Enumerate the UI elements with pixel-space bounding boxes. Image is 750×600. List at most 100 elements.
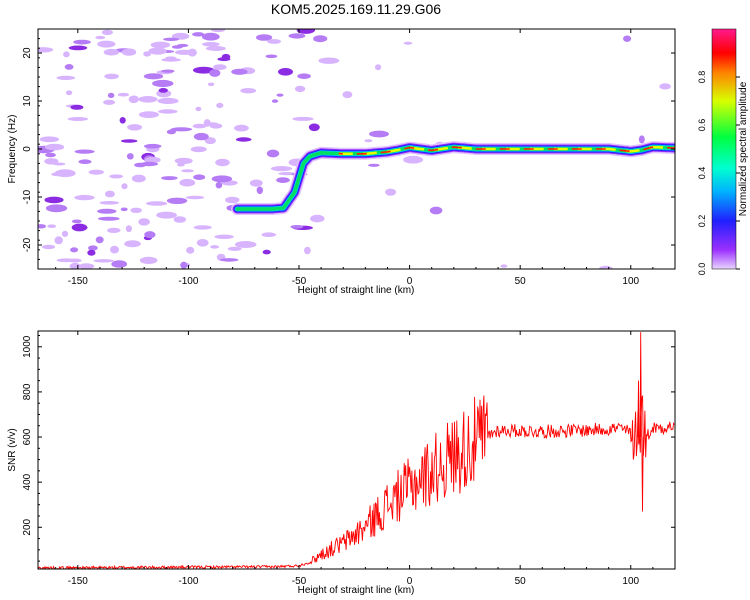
noise-blob bbox=[138, 96, 158, 103]
noise-blob bbox=[196, 239, 209, 247]
noise-blob bbox=[202, 42, 220, 47]
noise-blob bbox=[39, 136, 60, 143]
spectrogram-x-tick-label: -100 bbox=[178, 276, 198, 287]
noise-blob bbox=[143, 73, 164, 80]
noise-blob bbox=[271, 99, 279, 103]
noise-blob bbox=[45, 152, 56, 158]
noise-blob bbox=[130, 207, 142, 213]
snr-x-tick-label: -100 bbox=[178, 576, 198, 587]
noise-blob bbox=[63, 51, 70, 58]
noise-blob bbox=[308, 123, 320, 132]
page-title: KOM5.2025.169.11.29.G06 bbox=[270, 1, 442, 17]
spectrogram-y-tick-label: 10 bbox=[22, 95, 33, 107]
noise-blob bbox=[217, 57, 231, 62]
noise-blob bbox=[47, 224, 57, 228]
noise-blob bbox=[152, 79, 174, 88]
noise-blob bbox=[179, 178, 196, 187]
noise-blob bbox=[240, 88, 257, 94]
colorbar-tick-label: 0.4 bbox=[697, 167, 707, 180]
noise-blob bbox=[93, 259, 114, 263]
noise-blob bbox=[174, 49, 194, 55]
noise-blob bbox=[88, 169, 104, 175]
noise-blob bbox=[294, 85, 306, 93]
noise-blob bbox=[65, 90, 73, 96]
noise-blob bbox=[368, 163, 380, 167]
noise-blob bbox=[110, 245, 119, 254]
noise-blob bbox=[53, 162, 66, 166]
ridge-core-red bbox=[338, 146, 675, 155]
noise-blob bbox=[95, 35, 106, 40]
noise-blob bbox=[292, 116, 314, 121]
snr-x-tick-label: 50 bbox=[515, 576, 527, 587]
noise-blob bbox=[180, 261, 188, 269]
noise-blob bbox=[310, 214, 325, 223]
noise-blob bbox=[385, 188, 397, 196]
noise-blob bbox=[403, 155, 424, 164]
noise-blob bbox=[193, 132, 209, 141]
noise-blob bbox=[119, 117, 126, 124]
noise-blob bbox=[209, 69, 221, 77]
signal-ridge bbox=[231, 135, 675, 215]
noise-blob bbox=[44, 196, 64, 204]
noise-blob bbox=[156, 211, 177, 219]
snr-y-label: SNR (v/v) bbox=[7, 428, 18, 471]
noise-blob bbox=[38, 47, 54, 53]
colorbar-tick-label: 0.2 bbox=[697, 215, 707, 228]
noise-blob bbox=[120, 207, 128, 212]
noise-blob bbox=[304, 246, 311, 255]
noise-blob bbox=[139, 256, 158, 264]
colorbar: 0.0 0.2 0.4 0.6 0.8 Normalized spectral ampl… bbox=[697, 28, 749, 275]
noise-blob bbox=[97, 208, 117, 214]
noise-blob bbox=[107, 227, 121, 233]
noise-blob bbox=[143, 51, 152, 57]
noise-blob bbox=[131, 174, 146, 183]
noise-blob bbox=[125, 225, 132, 233]
noise-blob bbox=[193, 66, 215, 74]
noise-blob bbox=[265, 54, 278, 59]
noise-blob bbox=[61, 230, 69, 237]
noise-blob bbox=[144, 156, 161, 164]
noise-blob bbox=[214, 234, 234, 239]
noise-blob bbox=[227, 246, 242, 251]
noise-blob bbox=[88, 245, 98, 251]
ridge-hotspot bbox=[638, 135, 645, 144]
noise-blob bbox=[205, 46, 226, 51]
noise-blob bbox=[659, 83, 671, 90]
noise-blob bbox=[231, 68, 248, 75]
noise-blob bbox=[134, 162, 147, 168]
noise-blob bbox=[174, 157, 193, 165]
noise-blob bbox=[375, 64, 382, 71]
noise-blob bbox=[270, 166, 293, 172]
noise-blob bbox=[249, 179, 263, 187]
snr-y-tick-label: 600 bbox=[22, 428, 33, 445]
noise-blob bbox=[109, 174, 124, 179]
noise-blob bbox=[173, 216, 186, 223]
noise-blob bbox=[98, 216, 120, 221]
noise-blob bbox=[276, 93, 284, 97]
noise-blob bbox=[101, 29, 113, 36]
noise-blob bbox=[500, 264, 508, 268]
spectrogram-y-label: Frequency (Hz) bbox=[7, 115, 18, 184]
noise-blob bbox=[278, 68, 293, 76]
noise-blob bbox=[216, 102, 224, 109]
noise-blob bbox=[161, 176, 178, 181]
noise-blob bbox=[121, 48, 137, 56]
noise-blob bbox=[38, 224, 47, 229]
noise-blob bbox=[87, 249, 96, 256]
noise-blob bbox=[215, 182, 223, 189]
noise-blob bbox=[99, 201, 120, 205]
noise-blob bbox=[297, 73, 311, 79]
colorbar-tick-label: 0.6 bbox=[697, 119, 707, 132]
noise-blob bbox=[148, 47, 167, 55]
noise-blob bbox=[103, 48, 120, 56]
noise-blob bbox=[176, 43, 189, 48]
noise-blob bbox=[74, 149, 95, 154]
noise-blob bbox=[288, 33, 306, 39]
spectrogram-y-tick-label: 20 bbox=[22, 47, 33, 59]
spectrogram-x-tick-label: 100 bbox=[622, 276, 639, 287]
noise-blob bbox=[111, 260, 128, 268]
noise-blob bbox=[267, 39, 281, 44]
noise-blob bbox=[210, 245, 220, 249]
noise-blob bbox=[234, 241, 257, 248]
